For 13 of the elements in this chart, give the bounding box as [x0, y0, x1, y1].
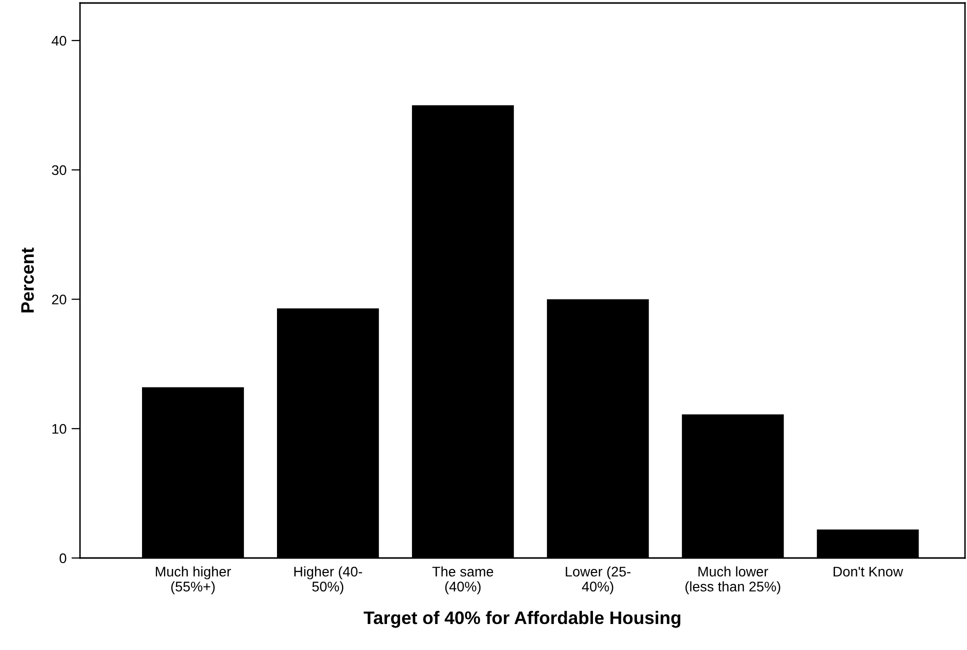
y-axis-title: Percent: [21, 248, 34, 312]
y-tick-label: 0: [60, 553, 66, 564]
y-tick-label: 20: [52, 294, 66, 304]
x-tick-label: Much higher (55%+): [156, 566, 231, 594]
x-tick-label: Higher (40- 50%): [294, 566, 362, 594]
y-tick-label: 40: [52, 36, 66, 46]
y-tick-label: 10: [52, 424, 66, 434]
y-tick-label: 30: [52, 165, 66, 176]
x-tick-label: The same (40%): [432, 566, 494, 594]
x-tick-label: Lower (25- 40%): [566, 566, 630, 594]
x-tick-label: Don't Know: [834, 566, 904, 577]
x-tick-label: Much lower (less than 25%): [685, 566, 780, 594]
x-axis-title: Target of 40% for Affordable Housing: [364, 610, 680, 628]
